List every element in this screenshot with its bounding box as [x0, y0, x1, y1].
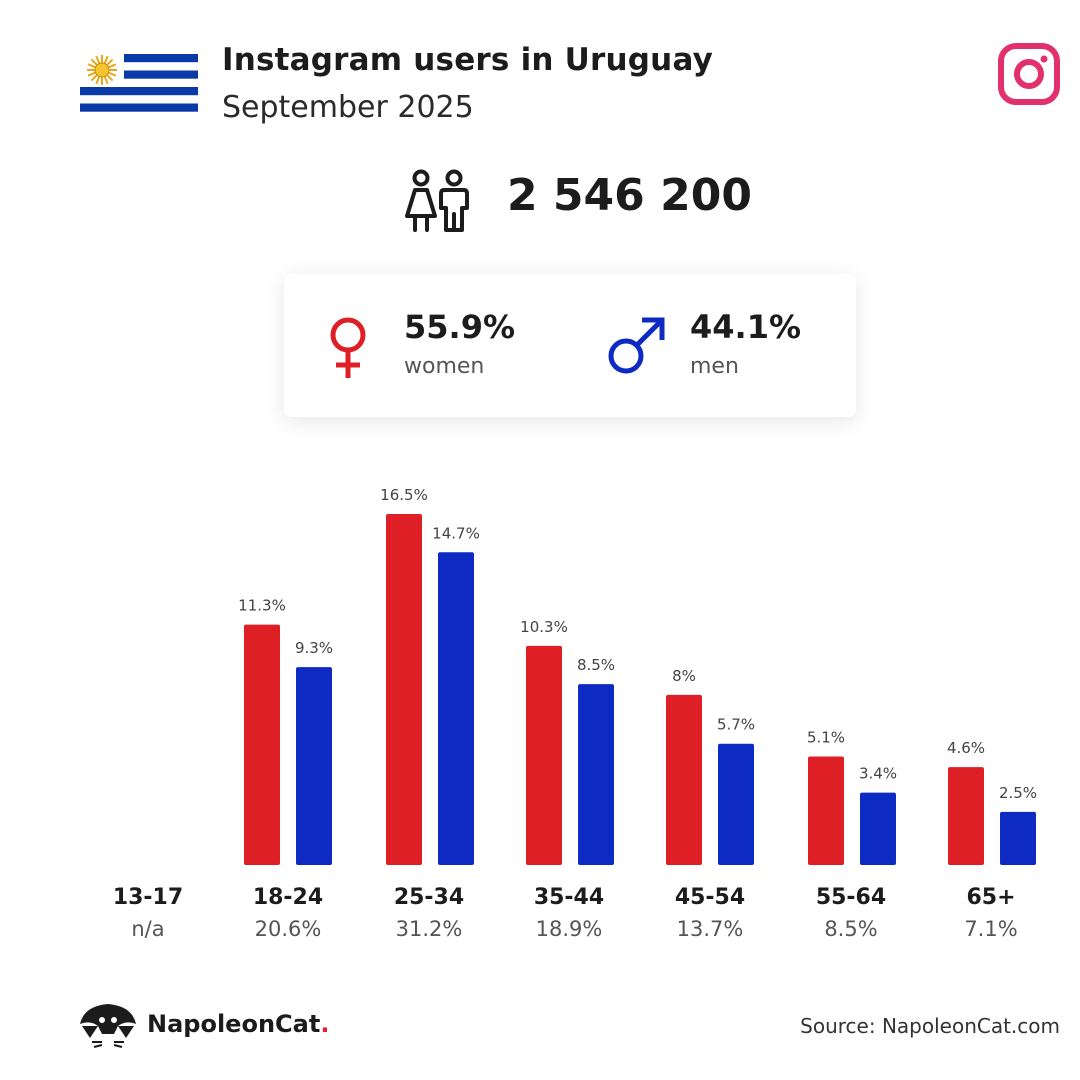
total-users-value: 2 546 200 — [507, 170, 752, 221]
gender-split-card: 55.9% women 44.1% men — [284, 274, 856, 417]
bar-men-45-54 — [718, 743, 754, 865]
age-share-45-54: 13.7% — [676, 917, 744, 941]
source-credit: Source: NapoleonCat.com — [800, 1014, 1060, 1038]
age-share-35-44: 18.9% — [535, 917, 603, 941]
male-icon — [608, 317, 665, 374]
data-label-men-55-64: 3.4% — [859, 765, 897, 783]
data-label-women-18-24: 11.3% — [238, 597, 286, 615]
age-share-65-plus: 7.1% — [964, 917, 1018, 941]
data-label-women-45-54: 8% — [672, 667, 696, 685]
bar-men-55-64 — [860, 792, 896, 865]
women-percentage: 55.9% — [404, 308, 516, 346]
bar-men-65-plus — [1000, 811, 1036, 865]
age-label-18-24: 18-24 — [252, 885, 324, 910]
bar-women-55-64 — [808, 756, 844, 865]
bar-women-35-44 — [526, 645, 562, 865]
age-label-25-34: 25-34 — [393, 885, 465, 910]
men-percentage: 44.1% — [690, 308, 802, 346]
data-label-men-45-54: 5.7% — [717, 716, 755, 734]
bar-men-18-24 — [296, 667, 332, 865]
data-label-men-25-34: 14.7% — [432, 524, 480, 542]
brand-dot: . — [320, 1010, 330, 1038]
age-share-55-64: 8.5% — [824, 917, 878, 941]
bar-men-35-44 — [578, 684, 614, 865]
data-label-men-65-plus: 2.5% — [999, 784, 1037, 802]
age-gender-bar-chart: 11.3% 9.3% 16.5% 14.7% 10.3% 8.5% 8% 5.7% 5.1% 3.… — [238, 486, 1037, 865]
age-label-13-17: 13-17 — [112, 885, 184, 910]
page-subtitle: September 2025 — [222, 90, 474, 125]
users-icon — [405, 169, 469, 232]
data-label-women-35-44: 10.3% — [520, 618, 568, 636]
page-title: Instagram users in Uruguay — [222, 42, 714, 78]
age-share-25-34: 31.2% — [395, 917, 463, 941]
female-icon — [330, 317, 366, 378]
men-label: men — [690, 354, 739, 379]
bar-women-18-24 — [244, 624, 280, 865]
data-label-men-18-24: 9.3% — [295, 639, 333, 657]
napoleoncat-logo-icon — [80, 1004, 136, 1048]
bar-women-65-plus — [948, 767, 984, 865]
napoleoncat-brand: NapoleonCat. — [147, 1010, 329, 1038]
data-label-women-55-64: 5.1% — [807, 729, 845, 747]
bar-men-25-34 — [438, 552, 474, 865]
brand-name: NapoleonCat — [147, 1010, 321, 1038]
uruguay-flag-icon — [80, 46, 198, 120]
age-label-65-plus: 65+ — [966, 885, 1016, 910]
data-label-men-35-44: 8.5% — [577, 656, 615, 674]
age-share-13-17: n/a — [131, 917, 165, 941]
age-label-45-54: 45-54 — [674, 885, 746, 910]
age-share-18-24: 20.6% — [254, 917, 322, 941]
instagram-icon — [998, 43, 1060, 105]
age-label-55-64: 55-64 — [815, 885, 887, 910]
bar-women-25-34 — [386, 514, 422, 865]
data-label-women-65-plus: 4.6% — [947, 739, 985, 757]
bar-women-45-54 — [666, 694, 702, 865]
age-label-35-44: 35-44 — [533, 885, 605, 910]
data-label-women-25-34: 16.5% — [380, 486, 428, 504]
women-label: women — [404, 354, 485, 379]
